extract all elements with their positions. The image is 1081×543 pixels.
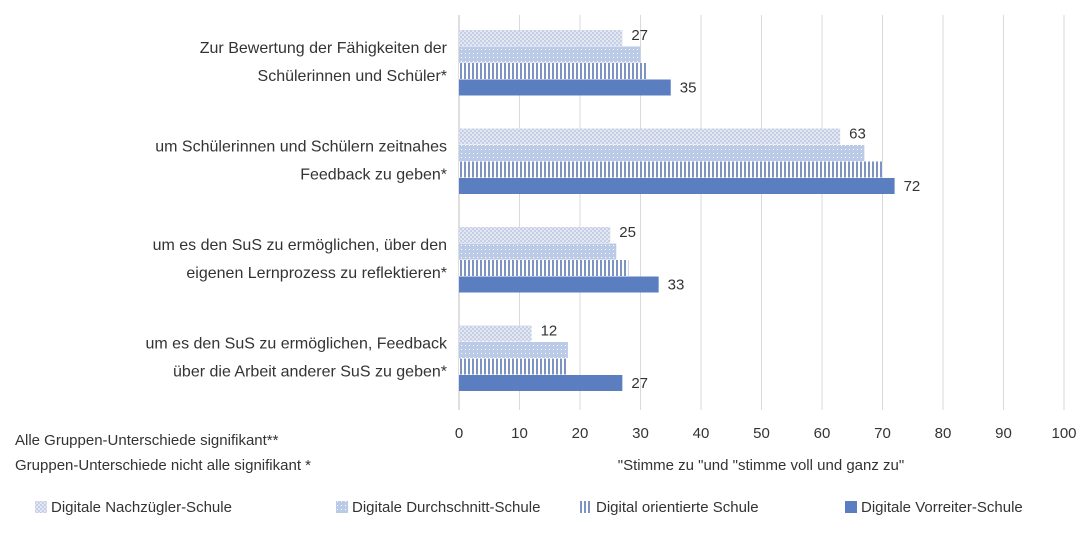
bar	[459, 178, 895, 194]
annotation: Alle Gruppen-Unterschiede signifikant**	[15, 432, 279, 449]
bar	[459, 325, 532, 342]
annotation: Gruppen-Unterschiede nicht alle signifik…	[15, 457, 311, 474]
bar	[459, 243, 617, 260]
bar	[459, 145, 865, 161]
legend-swatch	[35, 501, 47, 513]
x-tick-label: 80	[935, 425, 952, 442]
legend-label: Digitale Nachzügler-Schule	[51, 499, 232, 516]
bar	[459, 260, 629, 276]
x-tick-label: 90	[995, 425, 1012, 442]
bar	[459, 276, 659, 293]
legend-swatch	[580, 501, 592, 513]
bar	[459, 227, 611, 243]
legend-swatch	[845, 501, 857, 513]
category-label: um es den SuS zu ermöglichen, Feedback	[146, 336, 449, 353]
legend-label: Digitale Vorreiter-Schule	[861, 499, 1023, 516]
bar	[459, 63, 647, 79]
x-tick-label: 40	[693, 425, 710, 442]
category-label: Schülerinnen und Schüler*	[258, 68, 447, 85]
x-tick-label: 10	[511, 425, 528, 442]
legend-swatch	[336, 501, 348, 513]
data-label: 12	[541, 322, 558, 339]
legend-label: Digital orientierte Schule	[596, 499, 759, 516]
x-tick-label: 30	[632, 425, 649, 442]
category-label: eigenen Lernprozess zu reflektieren*	[186, 265, 447, 282]
category-label: über die Arbeit anderer SuS zu geben*	[173, 364, 447, 381]
x-tick-label: 70	[874, 425, 891, 442]
x-tick-label: 50	[753, 425, 770, 442]
data-label: 33	[668, 277, 685, 294]
x-axis-label: "Stimme zu "und "stimme voll und ganz zu…	[618, 457, 904, 474]
bar	[459, 79, 671, 96]
x-tick-label: 0	[455, 425, 463, 442]
data-label: 27	[631, 27, 648, 44]
data-label: 25	[619, 224, 636, 241]
x-tick-label: 100	[1051, 425, 1076, 442]
category-label: Feedback zu geben*	[300, 167, 447, 184]
x-tick-label: 20	[572, 425, 589, 442]
data-label: 35	[680, 80, 697, 97]
bar	[459, 342, 568, 358]
bar	[459, 375, 623, 391]
data-label: 27	[631, 375, 648, 392]
bar	[459, 161, 883, 178]
data-label: 63	[849, 125, 866, 142]
bar	[459, 46, 641, 63]
data-label: 72	[904, 178, 921, 195]
x-tick-label: 60	[814, 425, 831, 442]
category-label: Zur Bewertung der Fähigkeiten der	[200, 40, 448, 57]
legend-label: Digitale Durchschnitt-Schule	[352, 499, 540, 516]
bar	[459, 358, 568, 375]
bar	[459, 30, 623, 46]
category-label: um es den SuS zu ermöglichen, über den	[153, 237, 447, 254]
category-label: um Schülerinnen und Schülern zeitnahes	[155, 139, 447, 156]
bar	[459, 128, 841, 145]
